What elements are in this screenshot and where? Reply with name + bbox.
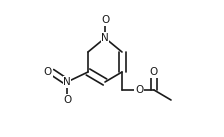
Text: N: N: [101, 33, 109, 43]
Text: N: N: [63, 77, 71, 87]
Text: O: O: [44, 67, 52, 77]
Text: O: O: [63, 95, 71, 105]
Text: O: O: [135, 85, 143, 95]
Text: O: O: [101, 15, 109, 25]
Text: O: O: [150, 67, 158, 77]
